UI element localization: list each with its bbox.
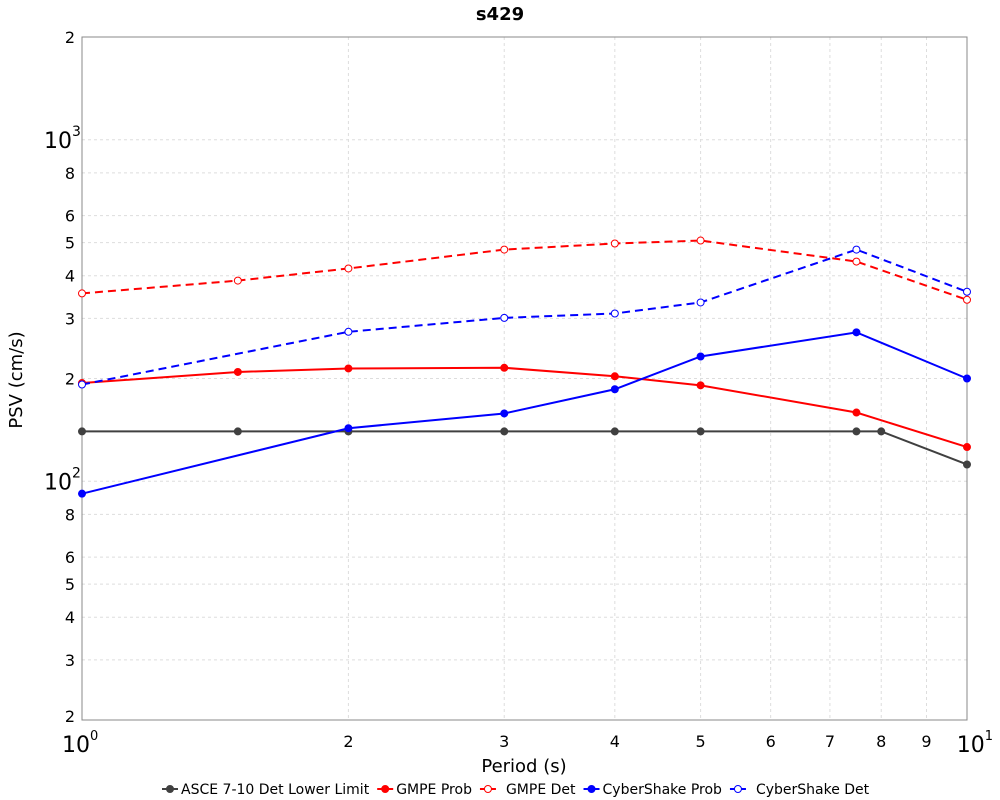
data-point <box>610 309 619 318</box>
data-point <box>344 424 353 433</box>
series-gmpe-det <box>78 236 971 304</box>
legend-label: CyberShake Prob <box>603 782 723 798</box>
y-tick-label: 5 <box>65 234 75 253</box>
y-tick-label: 3 <box>65 651 75 670</box>
data-point <box>500 427 509 436</box>
tick-exponent: 3 <box>72 124 81 140</box>
tick-base: 10 <box>957 733 985 758</box>
tick-base: 10 <box>44 129 72 154</box>
data-point <box>78 289 86 298</box>
chart-title: s429 <box>476 4 524 25</box>
y-tick-label: 2 <box>65 707 75 726</box>
tick-exponent: 1 <box>985 729 993 744</box>
x-tick-label: 101 <box>957 729 993 758</box>
y-tick-label: 2 <box>65 28 75 47</box>
legend-label: ASCE 7-10 Det Lower Limit <box>181 782 370 798</box>
legend-label: CyberShake Det <box>756 782 870 798</box>
data-point <box>852 257 861 266</box>
y-tick-label: 4 <box>65 267 75 286</box>
legend-marker <box>483 785 492 793</box>
x-tick-label: 8 <box>876 732 886 751</box>
data-point <box>696 381 705 390</box>
series-line <box>81 248 968 386</box>
data-point <box>610 372 619 381</box>
x-axis-label: Period (s) <box>481 756 566 777</box>
legend-marker <box>733 785 742 793</box>
x-tick-label: 7 <box>825 732 835 751</box>
series-cybershake-prob <box>78 328 971 498</box>
y-tick-label: 6 <box>65 548 75 567</box>
data-point <box>852 408 861 417</box>
legend-marker <box>166 785 174 793</box>
grid <box>81 36 968 721</box>
x-tick-label: 9 <box>921 732 931 751</box>
data-point <box>963 443 971 452</box>
y-tick-label: 5 <box>65 575 75 594</box>
data-point <box>344 327 353 336</box>
data-point <box>78 427 86 436</box>
x-tick-label: 2 <box>343 732 353 751</box>
data-point <box>610 385 619 394</box>
data-point <box>696 352 705 361</box>
y-tick-label: 103 <box>44 124 81 154</box>
data-point <box>963 295 971 304</box>
y-tick-label: 8 <box>65 164 75 183</box>
data-point <box>852 427 861 436</box>
tick-exponent: 0 <box>90 729 98 744</box>
x-tick-label: 100 <box>62 729 98 758</box>
x-tick-label: 5 <box>695 732 705 751</box>
y-tick-label: 6 <box>65 207 75 226</box>
data-point <box>610 427 619 436</box>
legend-label: GMPE Det <box>506 782 576 798</box>
y-tick-label: 2 <box>65 370 75 389</box>
legend-marker <box>381 785 390 793</box>
data-point <box>233 367 242 376</box>
y-tick-label: 102 <box>44 465 81 495</box>
data-point <box>344 264 353 273</box>
data-point <box>877 427 886 436</box>
x-tick-label: 6 <box>766 732 776 751</box>
data-point <box>963 460 971 469</box>
data-point <box>78 489 86 498</box>
data-point <box>500 245 509 254</box>
data-point <box>500 409 509 418</box>
data-point <box>696 298 705 307</box>
data-point <box>233 276 242 285</box>
legend: ASCE 7-10 Det Lower Limit GMPE Prob GMPE D… <box>162 782 870 798</box>
data-point <box>78 380 86 389</box>
series-line <box>81 239 968 301</box>
y-tick-label: 8 <box>65 505 75 524</box>
y-tick-label: 3 <box>65 309 75 328</box>
data-point <box>344 364 353 373</box>
x-tick-label: 3 <box>499 732 509 751</box>
tick-exponent: 2 <box>72 465 81 481</box>
data-point <box>500 313 509 322</box>
series-asce-7-10-det-lower-limit <box>78 427 971 469</box>
data-point <box>852 245 861 254</box>
series-group <box>78 236 971 498</box>
series-line <box>82 430 968 466</box>
series-line <box>81 366 968 448</box>
data-point <box>852 328 861 337</box>
data-point <box>963 374 971 383</box>
data-point <box>963 287 971 296</box>
tick-base: 10 <box>44 470 72 495</box>
series-gmpe-prob <box>78 363 971 452</box>
data-point <box>696 236 705 245</box>
series-line <box>81 331 968 495</box>
y-axis-label: PSV (cm/s) <box>6 331 27 428</box>
data-point <box>233 427 242 436</box>
legend-marker <box>587 785 596 793</box>
y-tick-label: 4 <box>65 608 75 627</box>
data-point <box>696 427 705 436</box>
series-cybershake-det <box>78 245 971 389</box>
x-tick-label: 4 <box>610 732 620 751</box>
tick-base: 10 <box>62 733 90 758</box>
data-point <box>610 239 619 248</box>
legend-label: GMPE Prob <box>396 782 472 798</box>
data-point <box>500 363 509 372</box>
